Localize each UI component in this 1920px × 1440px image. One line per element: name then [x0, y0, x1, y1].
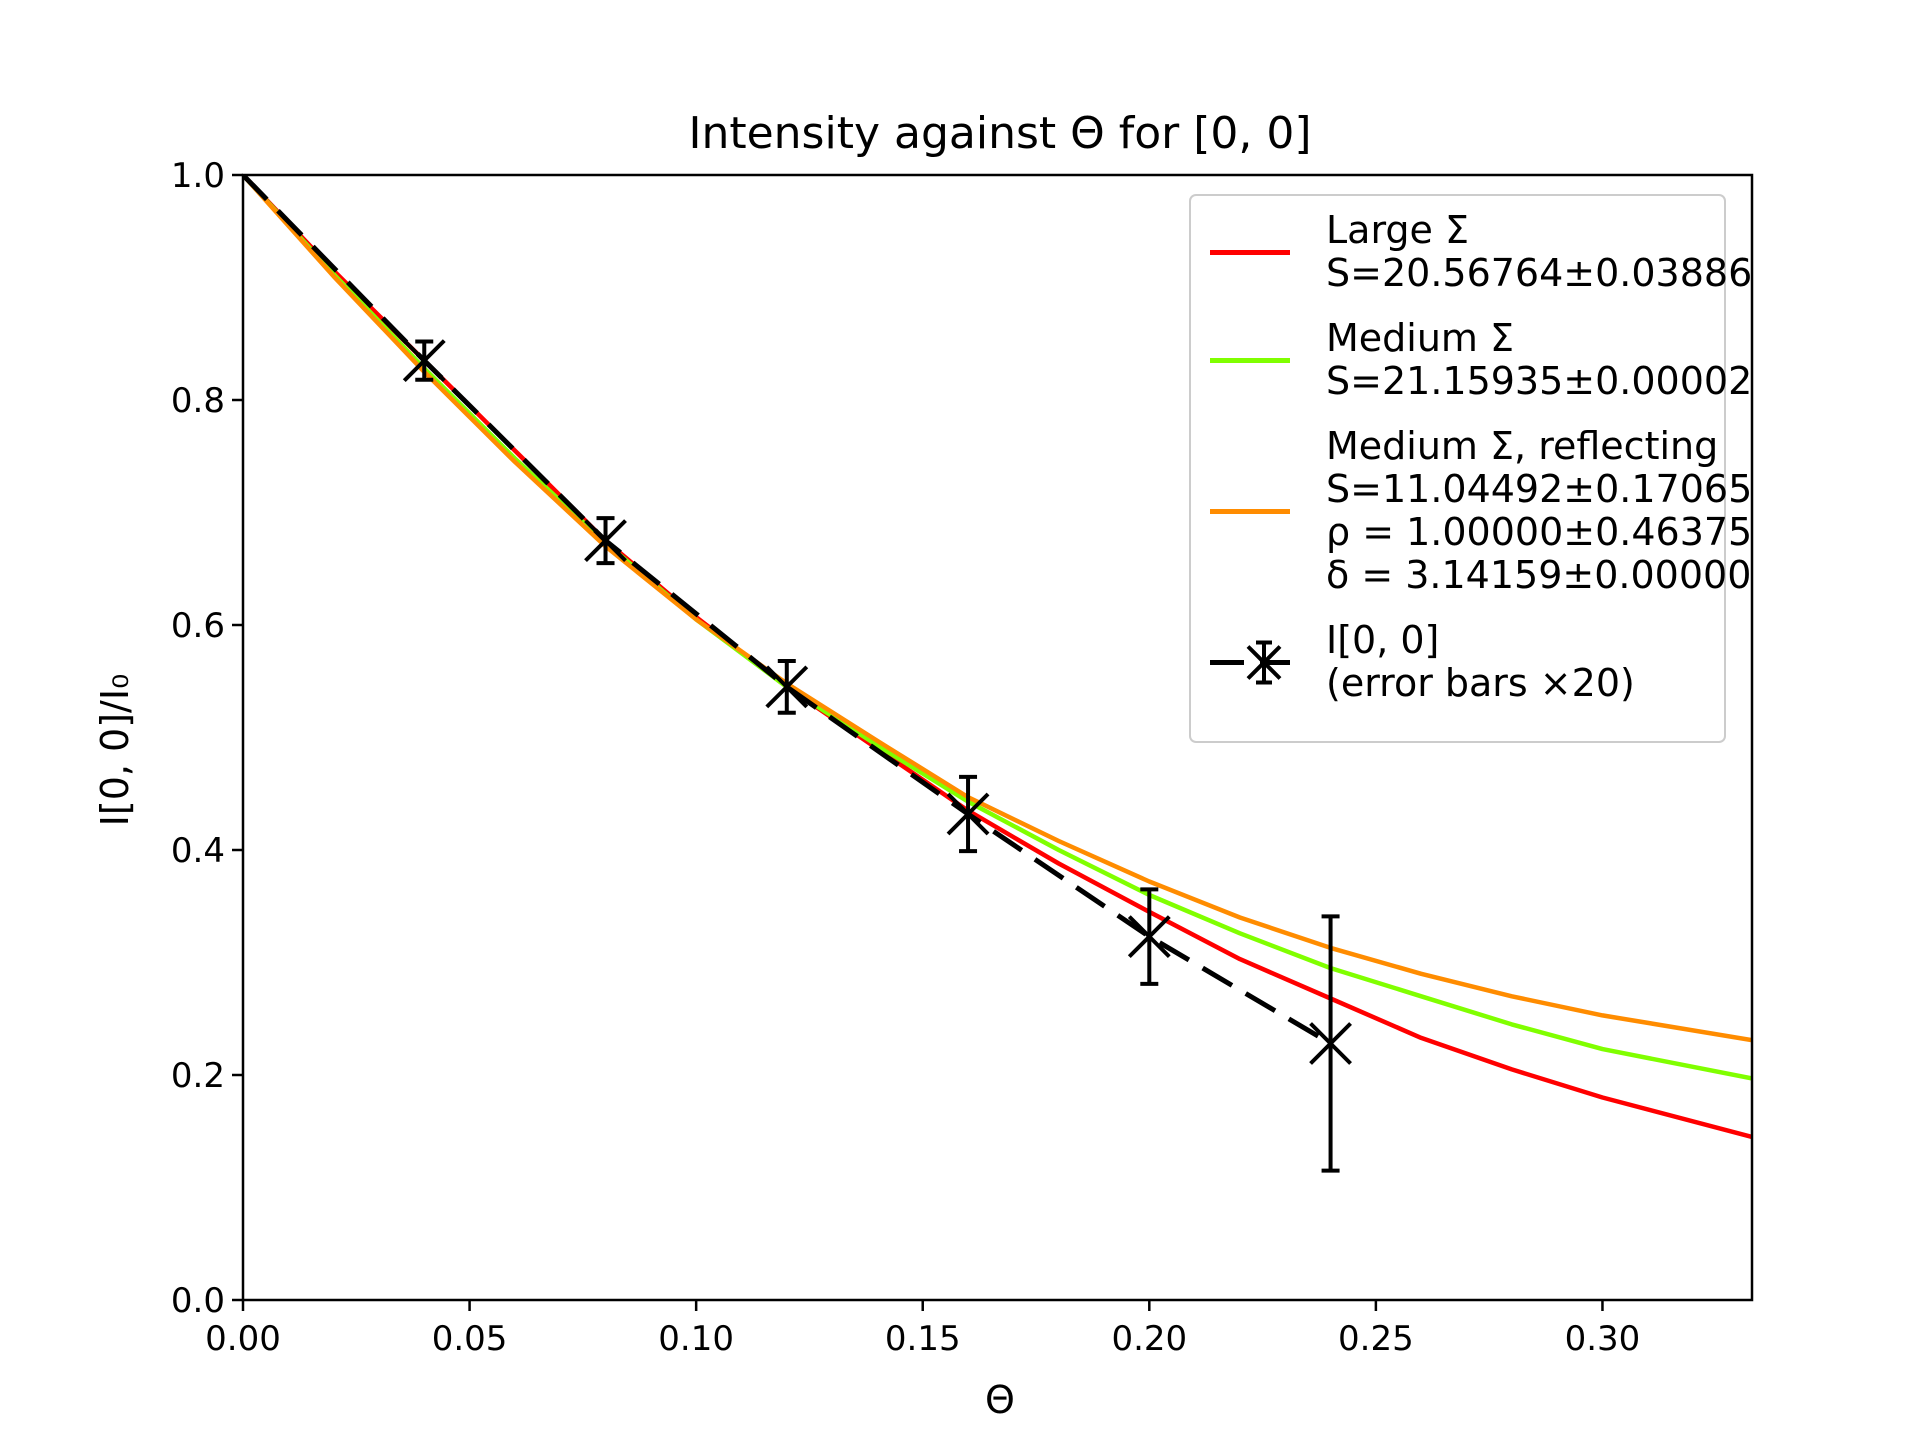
x-axis-label: Θ	[985, 1378, 1015, 1422]
data-point-marker	[1127, 915, 1171, 959]
legend-label: ρ = 1.00000±0.46375	[1326, 510, 1752, 554]
legend-box	[1189, 194, 1726, 743]
y-tick-label: 0.0	[171, 1281, 225, 1321]
legend-label: Large Σ	[1326, 208, 1469, 252]
data-point-marker	[946, 792, 990, 836]
data-point-marker	[1309, 1022, 1352, 1065]
plot-area	[243, 175, 1752, 1173]
legend-label: S=21.15935±0.00002	[1326, 359, 1752, 403]
legend: Large ΣS=20.56764±0.03886 Medium ΣS=21.15…	[1189, 194, 1752, 743]
x-tick-label: 0.10	[658, 1319, 734, 1359]
legend-label: Medium Σ, reflecting	[1326, 424, 1718, 468]
data-point-marker	[402, 339, 446, 383]
axes-frame	[241, 173, 1754, 1302]
x-tick-label: 0.25	[1338, 1319, 1414, 1359]
x-tick-label: 0.20	[1111, 1319, 1187, 1359]
y-tick-label: 1.0	[171, 156, 225, 196]
y-tick-label: 0.8	[171, 381, 225, 421]
x-tick-label: 0.30	[1565, 1319, 1641, 1359]
y-axis-label: I[0, 0]/I₀	[93, 674, 137, 827]
x-tick-label: 0.00	[205, 1319, 281, 1359]
data-point-marker	[584, 519, 627, 563]
legend-label: (error bars ×20)	[1326, 661, 1635, 705]
y-tick-label: 0.6	[171, 606, 225, 646]
y-tick-label: 0.4	[171, 831, 225, 871]
legend-label: δ = 3.14159±0.00000	[1326, 553, 1751, 597]
legend-label: I[0, 0]	[1326, 618, 1439, 662]
legend-label: S=20.56764±0.03886	[1326, 251, 1752, 295]
x-tick-label: 0.05	[432, 1319, 508, 1359]
legend-label: Medium Σ	[1326, 316, 1514, 360]
y-tick-label: 0.2	[171, 1056, 225, 1096]
x-tick-label: 0.15	[885, 1319, 961, 1359]
legend-label: S=11.04492±0.17065	[1326, 467, 1752, 511]
axes: 0.00 0.05 0.10 0.15 0.20 0.25 0.30 0.0 0.2 0.4 0.6…	[171, 156, 1754, 1359]
chart-title: Intensity against Θ for [0, 0]	[688, 108, 1311, 159]
data-point-marker	[765, 665, 809, 709]
legend-handle-marker	[1246, 645, 1282, 680]
plot-series-group	[243, 175, 1752, 1173]
